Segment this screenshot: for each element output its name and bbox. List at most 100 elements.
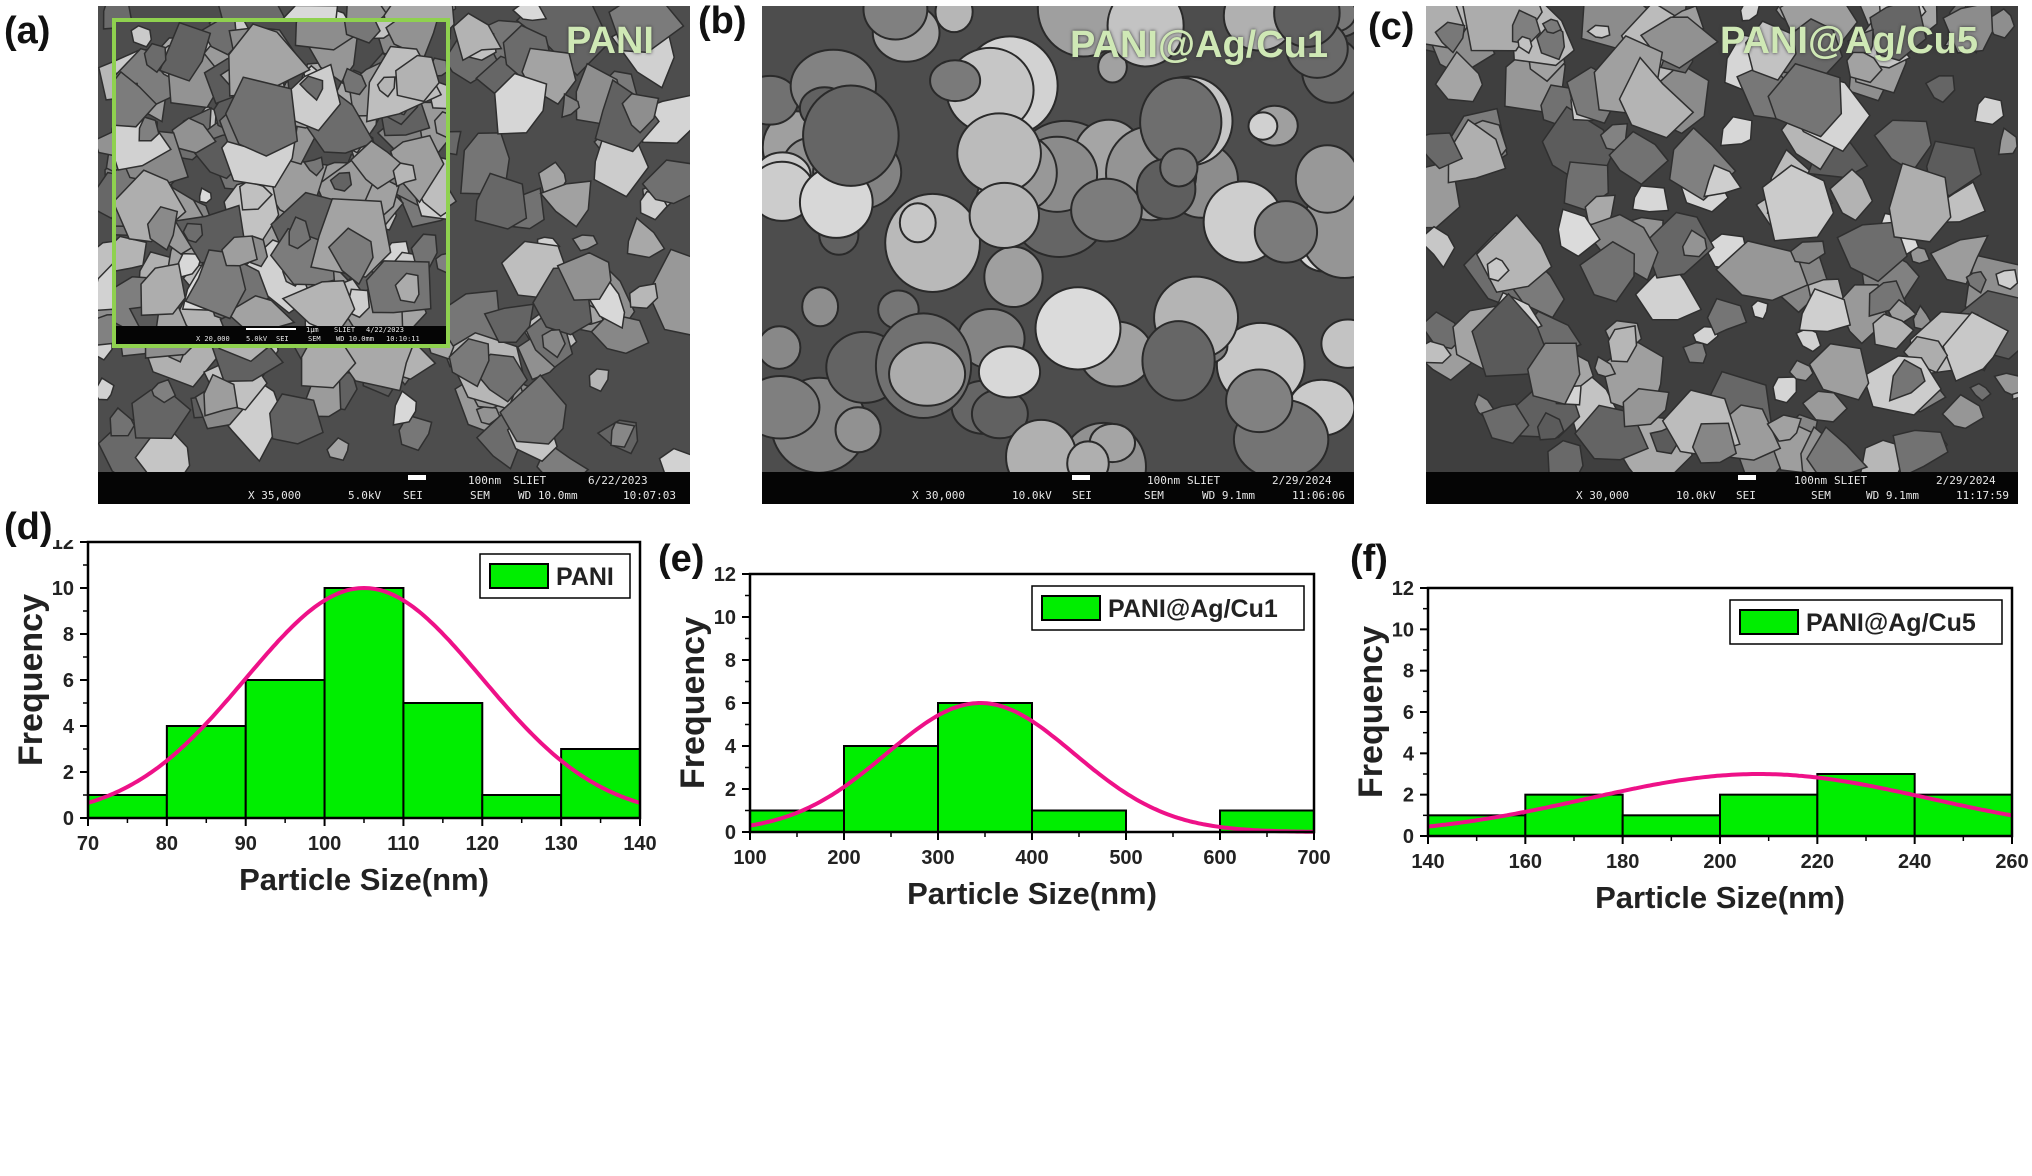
sem-particle (327, 227, 374, 286)
sem-particle (288, 216, 312, 250)
histogram-bar (402, 702, 484, 819)
sem-particle (116, 70, 158, 128)
sem-inset-time: 10:10:11 (386, 335, 420, 343)
sem-particle (1995, 268, 2018, 291)
sem-particle (1761, 164, 1835, 242)
sem-particle (1426, 340, 1452, 364)
sem-particle (342, 67, 367, 96)
x-tick-label: 500 (1109, 847, 1142, 869)
sem-particle (493, 72, 548, 135)
sem-inset-detector: SEI (276, 335, 289, 343)
sem-particle (224, 76, 299, 157)
sem-time: 10:07:03 (623, 489, 676, 502)
histogram-bar (843, 745, 939, 833)
sem-image-pani-ag-cu1: PANI@Ag/Cu1 100nm SLIET 2/29/2024 X 30,0… (762, 6, 1354, 504)
histogram-bar (1031, 809, 1127, 833)
sem-voltage: 10.0kV (1676, 489, 1716, 502)
sem-detector: SEI (1736, 489, 1756, 502)
sem-magnification: X 35,000 (248, 489, 301, 502)
y-tick-label: 12 (714, 564, 736, 586)
sem-particle (1557, 208, 1601, 258)
sem-info-bar: 100nm SLIET 2/29/2024 X 30,000 10.0kV SE… (762, 472, 1354, 504)
x-tick-label: 80 (156, 833, 178, 855)
legend-box (1031, 585, 1305, 631)
x-axis-label: Particle Size(nm) (239, 862, 489, 897)
sem-inset-institute: SLIET (334, 326, 356, 334)
sem-particle (834, 406, 882, 454)
x-tick-label: 200 (1703, 851, 1736, 873)
sem-particle (1888, 162, 1952, 243)
sem-particle (801, 286, 840, 328)
sem-particle (1247, 111, 1279, 141)
sem-particle (452, 12, 503, 62)
sem-particle (150, 378, 177, 404)
sem-mode: SEM (1811, 489, 1831, 502)
sem-particle (983, 245, 1044, 309)
sem-particle (1888, 358, 1926, 402)
x-tick-label: 300 (921, 847, 954, 869)
sem-particle (1703, 164, 1743, 198)
sem-particle (1744, 20, 1797, 82)
y-tick-label: 10 (714, 607, 736, 629)
x-tick-label: 140 (623, 833, 656, 855)
x-tick-label: 700 (1297, 847, 1330, 869)
sem-particle (956, 112, 1042, 195)
sem-particle (1909, 245, 1931, 265)
x-tick-label: 90 (235, 833, 257, 855)
legend-swatch (1739, 609, 1799, 635)
sem-inset: 1μm SLIET 4/22/2023 X 20,000 5.0kV SEI S… (112, 18, 450, 348)
sem-particle (862, 6, 929, 41)
sem-inset-magnification: X 20,000 (196, 335, 230, 343)
histogram-bar (323, 587, 405, 819)
y-tick-label: 12 (1392, 578, 1414, 600)
x-tick-label: 120 (466, 833, 499, 855)
sem-particle (395, 54, 440, 103)
x-tick-label: 70 (77, 833, 99, 855)
sem-particle (1486, 257, 1510, 282)
sem-particle (1547, 439, 1584, 472)
y-tick-label: 10 (52, 578, 74, 600)
y-axis-label: Frequency (1352, 626, 1390, 798)
sem-scale-label: 100nm (1794, 474, 1828, 487)
sem-particle (1159, 147, 1199, 188)
sem-particle (281, 280, 356, 326)
y-tick-label: 2 (725, 779, 736, 801)
sem-particle (143, 42, 167, 74)
y-tick-label: 8 (1403, 661, 1414, 683)
sem-particle (968, 181, 1041, 249)
sem-particle (1929, 234, 1990, 285)
sem-institute: SLIET (1187, 474, 1221, 487)
histogram-bar (481, 794, 563, 819)
panel-label-c: (c) (1368, 6, 1415, 48)
histogram-bar (165, 725, 247, 819)
sem-particle (474, 172, 528, 230)
sem-detector: SEI (403, 489, 423, 502)
sem-particle (239, 180, 273, 211)
sem-particle (1066, 440, 1110, 472)
x-tick-label: 240 (1898, 851, 1931, 873)
sem-particle (294, 22, 359, 51)
sem-wd: WD 9.1mm (1202, 489, 1255, 502)
y-tick-label: 6 (725, 693, 736, 715)
x-tick-label: 220 (1801, 851, 1834, 873)
x-tick-label: 100 (308, 833, 341, 855)
y-tick-label: 6 (1403, 702, 1414, 724)
sem-particle (1225, 368, 1294, 434)
sem-particle (1622, 387, 1670, 428)
sem-texture (1426, 6, 2018, 472)
sem-particle (146, 205, 179, 252)
sem-particle (539, 180, 592, 228)
sem-particle (138, 116, 160, 142)
x-tick-label: 260 (1995, 851, 2028, 873)
sem-time: 11:17:59 (1956, 489, 2009, 502)
sem-particle (1798, 287, 1852, 333)
legend-label: PANI@Ag/Cu1 (1108, 595, 1278, 623)
sem-particle (483, 303, 535, 344)
sem-particle (1106, 6, 1185, 68)
sem-particle (326, 436, 350, 462)
y-axis-label: Frequency (12, 594, 50, 766)
sem-particle (571, 234, 599, 252)
x-tick-label: 140 (1411, 851, 1444, 873)
y-tick-label: 0 (725, 822, 736, 844)
sem-particle (171, 117, 217, 154)
